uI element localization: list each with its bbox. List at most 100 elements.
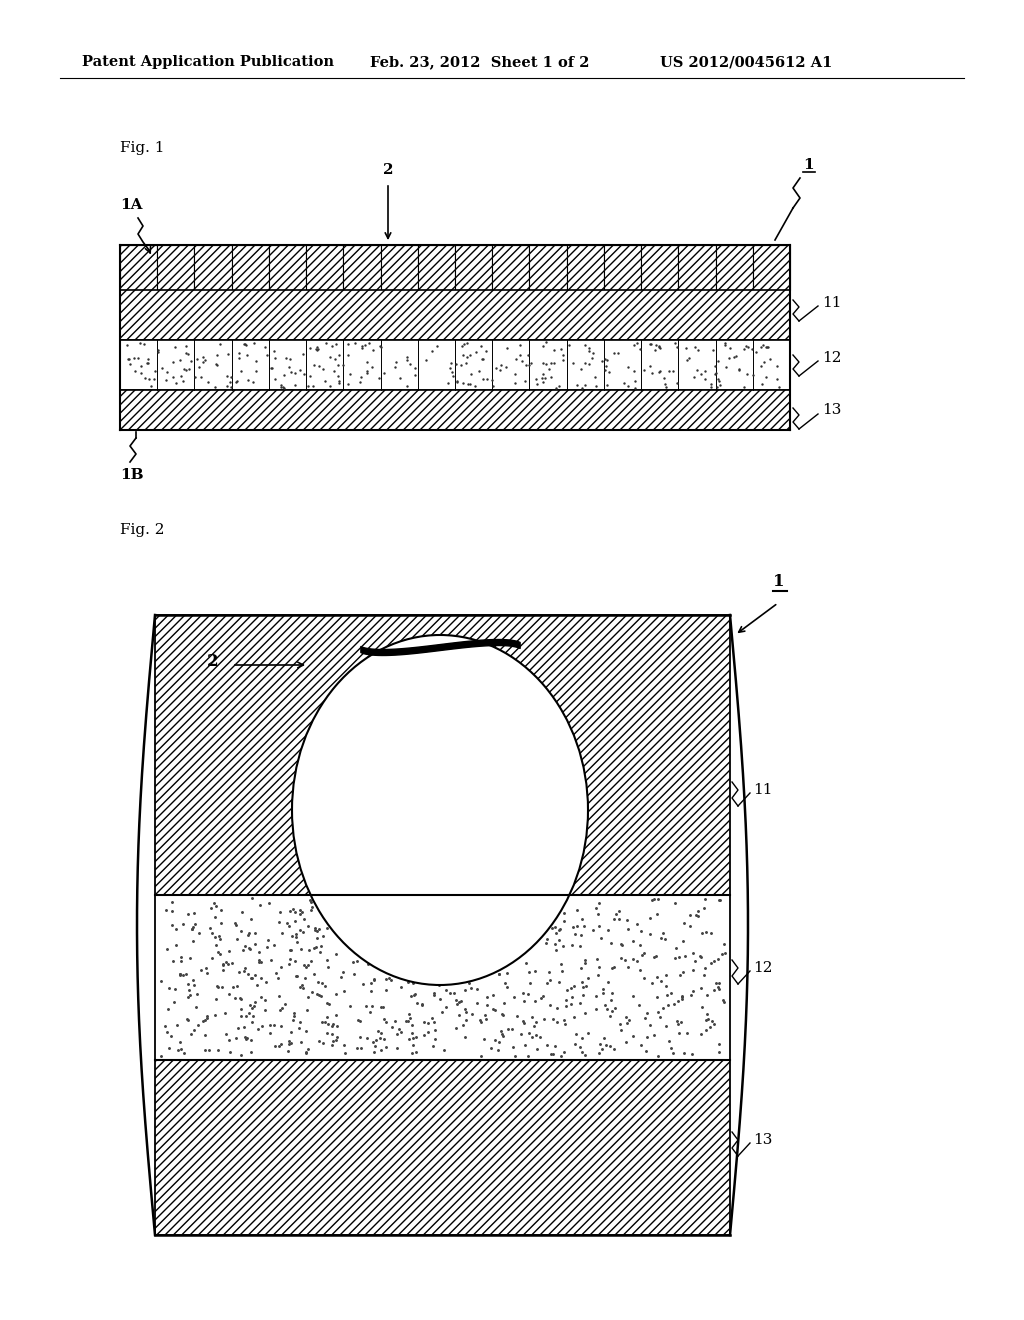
Bar xyxy=(753,246,790,290)
Point xyxy=(528,368,545,389)
Bar xyxy=(566,246,604,290)
Bar xyxy=(155,615,730,895)
Point xyxy=(145,368,162,389)
Point xyxy=(132,355,148,376)
Point xyxy=(359,362,376,383)
Text: d3: d3 xyxy=(418,927,437,940)
Point xyxy=(443,362,460,383)
Point xyxy=(726,346,742,367)
Point xyxy=(564,352,581,374)
Point xyxy=(407,364,423,385)
Point xyxy=(709,363,725,384)
Point xyxy=(428,335,444,356)
Point xyxy=(219,343,236,364)
Point xyxy=(730,359,746,380)
Point xyxy=(305,355,322,376)
Point xyxy=(681,347,697,368)
Point xyxy=(459,331,475,352)
Point xyxy=(644,362,660,383)
Point xyxy=(508,348,524,370)
Point xyxy=(398,375,415,396)
Point xyxy=(256,337,272,358)
Point xyxy=(463,364,479,385)
Point xyxy=(323,376,339,397)
Point xyxy=(483,370,500,391)
Point xyxy=(193,366,209,387)
Point xyxy=(209,354,225,375)
Bar xyxy=(343,246,381,290)
Point xyxy=(177,359,194,380)
Text: 12: 12 xyxy=(753,961,772,975)
Point xyxy=(610,343,627,364)
Point xyxy=(577,352,593,374)
Point xyxy=(208,354,224,375)
Point xyxy=(543,366,559,387)
Point xyxy=(457,334,473,355)
Point xyxy=(755,335,771,356)
Point xyxy=(292,360,308,381)
Point xyxy=(308,337,325,358)
Point xyxy=(151,341,167,362)
Point xyxy=(281,356,297,378)
Point xyxy=(687,337,703,358)
Point xyxy=(458,352,474,374)
Bar xyxy=(418,246,455,290)
Bar xyxy=(155,1060,730,1236)
Text: d2: d2 xyxy=(412,861,431,874)
Bar xyxy=(529,246,566,290)
Bar xyxy=(716,246,753,290)
Point xyxy=(561,335,578,356)
Point xyxy=(709,376,725,397)
Point xyxy=(440,372,457,393)
Point xyxy=(132,333,148,354)
Point xyxy=(745,364,762,385)
Point xyxy=(548,378,564,399)
Point xyxy=(643,334,659,355)
Point xyxy=(302,338,318,359)
Point xyxy=(120,348,136,370)
Bar xyxy=(195,246,231,290)
Text: US 2012/0045612 A1: US 2012/0045612 A1 xyxy=(660,55,833,69)
Text: 1A: 1A xyxy=(120,198,142,213)
Point xyxy=(651,360,668,381)
Point xyxy=(696,368,713,389)
Point xyxy=(692,364,709,385)
Point xyxy=(180,359,197,380)
Text: Feb. 23, 2012  Sheet 1 of 2: Feb. 23, 2012 Sheet 1 of 2 xyxy=(370,55,590,69)
Point xyxy=(159,362,175,383)
Point xyxy=(651,337,668,358)
Point xyxy=(710,368,726,389)
Point xyxy=(517,370,534,391)
Point xyxy=(546,352,562,374)
Point xyxy=(266,368,283,389)
Point xyxy=(620,375,636,396)
Point xyxy=(121,348,137,370)
Point xyxy=(274,376,291,397)
Point xyxy=(168,372,184,393)
Point xyxy=(315,358,332,379)
Text: 11: 11 xyxy=(822,296,842,310)
Point xyxy=(736,376,753,397)
Point xyxy=(454,335,470,356)
Point xyxy=(597,360,613,381)
Point xyxy=(679,350,695,371)
Point xyxy=(309,339,326,360)
Point xyxy=(273,376,290,397)
Bar xyxy=(604,246,641,290)
Text: 2: 2 xyxy=(383,162,393,177)
Point xyxy=(376,362,392,383)
Point xyxy=(642,333,658,354)
Point xyxy=(222,371,239,392)
Point xyxy=(462,374,478,395)
Point xyxy=(756,351,772,372)
Point xyxy=(541,359,557,380)
Point xyxy=(462,345,478,366)
Point xyxy=(183,351,200,372)
Point xyxy=(578,335,594,356)
Point xyxy=(138,352,155,374)
Point xyxy=(264,356,281,378)
Point xyxy=(507,372,523,393)
Point xyxy=(667,333,683,354)
Point xyxy=(180,343,197,364)
Point xyxy=(753,356,769,378)
